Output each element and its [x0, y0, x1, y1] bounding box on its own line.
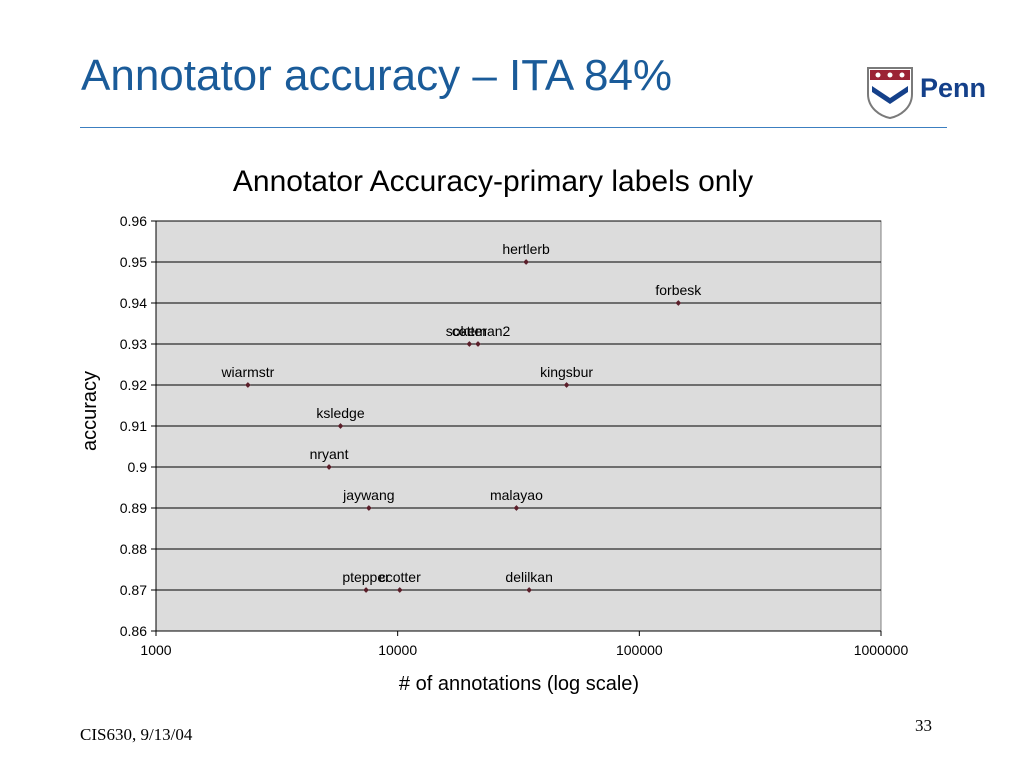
penn-shield-logo: [867, 67, 913, 120]
data-point-delilkan: [526, 587, 532, 593]
x-tick-label: 100000: [616, 642, 663, 658]
y-tick-label: 0.92: [120, 377, 147, 393]
data-label-ptepper: ptepper: [342, 569, 390, 585]
data-point-kingsbur: [563, 382, 570, 388]
y-tick-label: 0.89: [120, 500, 147, 516]
y-tick-label: 0.9: [128, 459, 148, 475]
footer-course-date: CIS630, 9/13/04: [80, 725, 193, 744]
y-tick-label: 0.94: [120, 295, 147, 311]
y-tick-label: 0.91: [120, 418, 147, 434]
y-tick-label: 0.95: [120, 254, 147, 270]
y-tick-label: 0.86: [120, 623, 147, 639]
data-point-sokeman2: [475, 341, 481, 347]
y-tick-label: 0.96: [120, 213, 147, 229]
y-tick-label: 0.93: [120, 336, 147, 352]
x-axis-label: # of annotations (log scale): [399, 673, 639, 695]
data-label-malayao: malayao: [490, 487, 543, 503]
data-label-sokeman2: sokeman2: [446, 323, 511, 339]
data-label-forbesk: forbesk: [655, 282, 702, 298]
data-label-cotter: cotter: [452, 323, 487, 339]
data-point-malayao: [513, 505, 520, 511]
slide-title: Annotator accuracy – ITA 84%: [81, 51, 673, 100]
data-label-hertlerb: hertlerb: [502, 241, 550, 257]
data-label-delilkan: delilkan: [505, 569, 552, 585]
data-point-hertlerb: [523, 259, 529, 265]
y-axis-label: accuracy: [79, 371, 101, 451]
page-number: 33: [915, 716, 932, 735]
data-label-ccotter: ccotter: [379, 569, 421, 585]
x-tick-label: 1000: [140, 642, 171, 658]
data-point-ccotter: [396, 587, 403, 593]
y-tick-label: 0.87: [120, 582, 147, 598]
data-label-wiarmstr: wiarmstr: [220, 364, 274, 380]
data-label-nryant: nryant: [310, 446, 349, 462]
data-point-cotter: [466, 341, 473, 347]
data-point-ptepper: [363, 587, 369, 593]
data-point-ksledge: [337, 423, 344, 429]
chart-title: Annotator Accuracy-primary labels only: [233, 165, 753, 198]
title-divider: [80, 127, 947, 128]
data-point-jaywang: [366, 505, 372, 511]
data-label-jaywang: jaywang: [342, 487, 394, 503]
logo-text: Penn: [920, 73, 987, 103]
x-tick-label: 1000000: [854, 642, 909, 658]
data-label-kingsbur: kingsbur: [540, 364, 593, 380]
data-label-ksledge: ksledge: [316, 405, 364, 421]
y-tick-label: 0.88: [120, 541, 147, 557]
data-point-forbesk: [675, 300, 682, 306]
x-tick-label: 10000: [378, 642, 417, 658]
data-point-nryant: [326, 464, 332, 470]
data-point-wiarmstr: [245, 382, 251, 388]
